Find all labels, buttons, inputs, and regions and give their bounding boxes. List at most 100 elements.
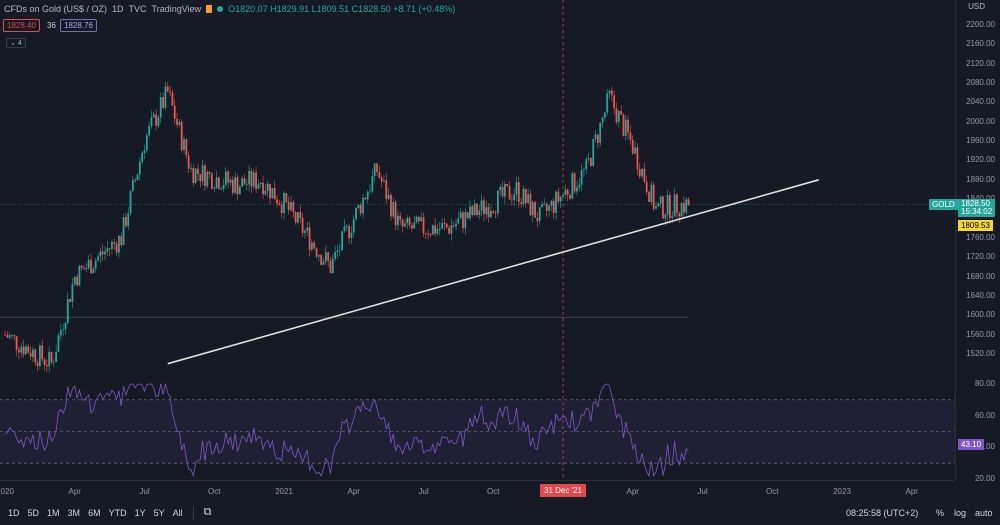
buy-price-button[interactable]: 1828.76 (60, 19, 97, 32)
candle (173, 105, 176, 119)
candle (6, 334, 9, 338)
candle (536, 217, 539, 222)
date-range-icon[interactable]: ⧉ (203, 506, 212, 518)
candle (208, 172, 211, 174)
price-chart[interactable] (0, 0, 955, 480)
candle (311, 242, 313, 250)
candle (206, 172, 209, 187)
candle (238, 186, 241, 195)
candle (510, 199, 513, 201)
clock-label[interactable]: 08:25:58 (UTC+2) (846, 508, 919, 518)
timeframe-3m[interactable]: 3M (67, 507, 81, 518)
candle (557, 191, 560, 202)
candle (15, 336, 18, 350)
candle (13, 335, 16, 337)
exchange-label: TVC (128, 4, 147, 14)
candle (285, 193, 288, 203)
auto-toggle[interactable]: auto (975, 508, 993, 518)
timeframe-5y[interactable]: 5Y (153, 507, 165, 518)
candle (159, 97, 162, 118)
timeframe-1d[interactable]: 1D (8, 507, 20, 518)
candle (320, 255, 323, 265)
candle (197, 168, 199, 174)
candle (552, 200, 555, 213)
price-tick: 1600.00 (966, 310, 995, 320)
candle (376, 163, 378, 173)
candle (201, 165, 204, 182)
candle (450, 225, 453, 234)
candle (52, 361, 55, 363)
candle (485, 207, 488, 215)
candle (85, 268, 88, 270)
sell-price-button[interactable]: 1828.40 (3, 19, 40, 32)
time-tick: Oct (487, 487, 500, 496)
candle (408, 217, 411, 226)
flag-icon[interactable] (206, 5, 213, 13)
candle (92, 268, 95, 274)
candle (629, 132, 632, 140)
timeframe-6m[interactable]: 6M (88, 507, 101, 518)
candle (57, 335, 60, 352)
rsi-tick: 80.00 (974, 379, 995, 388)
candle (587, 158, 590, 160)
price-tick: 2160.00 (966, 39, 995, 49)
candle (387, 194, 390, 199)
percent-toggle[interactable]: % (936, 508, 945, 518)
candle (657, 203, 660, 207)
candle (501, 186, 504, 197)
rsi-tick: 20.00 (974, 474, 995, 483)
price-tick: 2040.00 (966, 97, 995, 107)
candle (99, 251, 102, 257)
candle (466, 212, 469, 219)
timeframe-ytd[interactable]: YTD (108, 507, 127, 518)
market-status-icon (217, 6, 224, 12)
candle (257, 184, 260, 189)
candle (280, 205, 283, 213)
timeframe-1m[interactable]: 1M (47, 507, 60, 518)
candle (459, 212, 462, 219)
candle (127, 213, 130, 227)
currency-label[interactable]: USD (968, 2, 985, 11)
candle (562, 194, 564, 197)
candle (399, 215, 402, 220)
candle (115, 243, 118, 253)
candle (569, 195, 571, 199)
candle (517, 182, 520, 203)
candle (566, 189, 569, 196)
candle (276, 199, 278, 204)
candle (106, 248, 109, 252)
candle (241, 178, 244, 187)
candle (527, 194, 530, 204)
candle (522, 188, 525, 204)
trendline (167, 179, 819, 365)
log-toggle[interactable]: log (954, 508, 967, 518)
timeframe-5d[interactable]: 5D (27, 507, 40, 518)
candle (390, 194, 392, 217)
timeframe-all[interactable]: All (172, 507, 183, 518)
price-axis[interactable]: USD 2200.00 2160.00 2120.00 2080.00 2040.00 2… (955, 0, 1000, 483)
candle (445, 223, 448, 228)
candle (617, 111, 620, 123)
candle (434, 225, 437, 234)
candle (64, 322, 67, 330)
timeframe-1y[interactable]: 1Y (134, 507, 146, 518)
candle (683, 203, 685, 213)
candle (266, 183, 269, 191)
chart-area[interactable] (0, 0, 955, 480)
price-tick: 2000.00 (966, 116, 995, 126)
candle (541, 204, 543, 208)
candle (213, 188, 216, 189)
time-axis[interactable]: 2020 Apr Jul Oct 2021 Apr Jul Oct Apr Jul Oct 2023 A… (0, 480, 955, 501)
candle (171, 92, 174, 106)
interval-label[interactable]: 1D (112, 4, 124, 14)
indicators-toggle[interactable]: ⌄ 4 (6, 38, 26, 48)
candle (315, 248, 318, 257)
candle (215, 177, 218, 189)
candle (324, 252, 327, 262)
candle (608, 90, 611, 94)
candle (192, 168, 195, 183)
time-tick: 2020 (0, 487, 14, 496)
candle (194, 168, 197, 183)
candle (452, 225, 455, 227)
symbol-title[interactable]: CFDs on Gold (US$ / OZ) (4, 4, 108, 14)
